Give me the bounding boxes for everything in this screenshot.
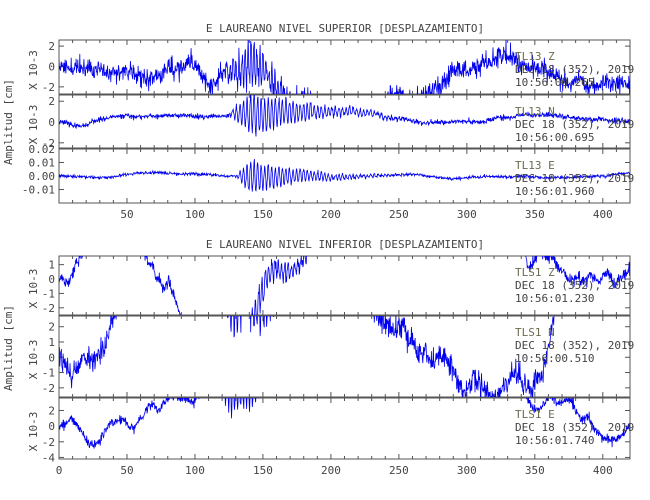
y-scale-label: X 10-3 — [27, 412, 40, 452]
date-label: DEC 18 (352), 2019 — [515, 421, 634, 434]
x-tick-label: 300 — [457, 208, 477, 221]
waveform-trace — [59, 159, 630, 192]
chart-title-inferior: E LAUREANO NIVEL INFERIOR [DESPLAZAMIENT… — [206, 238, 484, 251]
time-label: 10:56:01.960 — [515, 185, 594, 198]
y-tick-label: -1 — [42, 367, 55, 380]
y-tick-label: -2 — [42, 382, 55, 395]
y-scale-label: X 10-3 — [27, 340, 40, 380]
x-tick-label: 100 — [185, 208, 205, 221]
y-tick-label: 0 — [48, 116, 55, 129]
waveform-trace — [59, 398, 630, 449]
y-tick-label: 2 — [48, 95, 55, 108]
x-tick-label: 150 — [253, 464, 273, 477]
y-tick-label: 2 — [48, 321, 55, 334]
waveform-trace — [59, 95, 630, 137]
y-tick-label: 1 — [48, 336, 55, 349]
time-label: 10:56:00.510 — [515, 352, 594, 365]
y-scale-label: X 10-3 — [27, 50, 40, 90]
station-label: TLS1 E — [515, 408, 555, 421]
x-tick-label: 100 — [185, 464, 205, 477]
y-tick-label: 0.00 — [29, 170, 56, 183]
date-label: DEC 18 (352), 2019 — [515, 118, 634, 131]
station-label: TLS1 Z — [515, 266, 555, 279]
station-label: TL13 Z — [515, 50, 555, 63]
y-tick-label: -2 — [42, 81, 55, 94]
y-tick-label: 0.02 — [29, 143, 56, 156]
x-tick-label: 300 — [457, 464, 477, 477]
x-tick-label: 150 — [253, 208, 273, 221]
station-label: TLS1 N — [515, 326, 555, 339]
x-tick-label: 400 — [593, 464, 613, 477]
y-tick-label: 1 — [48, 259, 55, 272]
time-label: 10:56:00.695 — [515, 131, 594, 144]
x-tick-label: 350 — [525, 464, 545, 477]
x-tick-label: 250 — [389, 208, 409, 221]
y-axis-label-superior: Amplitud [cm] — [2, 79, 15, 165]
x-tick-label: 50 — [120, 208, 133, 221]
y-tick-label: 0 — [48, 420, 55, 433]
station-label: TL13 E — [515, 159, 555, 172]
date-label: DEC 18 (352), 2019 — [515, 339, 634, 352]
x-tick-label: 200 — [321, 208, 341, 221]
waveform-trace — [59, 40, 630, 94]
y-tick-label: -4 — [42, 451, 56, 464]
station-label: TL13 N — [515, 105, 555, 118]
y-tick-label: -2 — [42, 137, 55, 150]
time-label: 10:56:01.740 — [515, 434, 594, 447]
waveform-trace — [59, 256, 630, 315]
y-tick-label: 0 — [48, 273, 55, 286]
x-tick-label: 250 — [389, 464, 409, 477]
date-label: DEC 18 (352), 2019 — [515, 279, 634, 292]
y-tick-label: 0 — [48, 60, 55, 73]
x-tick-label: 50 — [120, 464, 133, 477]
y-tick-label: 2 — [48, 405, 55, 418]
y-tick-label: -0.01 — [22, 184, 55, 197]
y-tick-label: 0 — [48, 351, 55, 364]
date-label: DEC 18 (352), 2019 — [515, 172, 634, 185]
y-tick-label: 2 — [48, 40, 55, 53]
x-tick-label: 0 — [56, 464, 63, 477]
time-label: 10:56:00.265 — [515, 76, 594, 89]
x-tick-label: 200 — [321, 464, 341, 477]
y-tick-label: -1 — [42, 287, 55, 300]
y-tick-label: -2 — [42, 436, 55, 449]
y-scale-label: X 10-3 — [27, 105, 40, 145]
waveform-trace — [59, 316, 555, 397]
date-label: DEC 18 (352), 2019 — [515, 63, 634, 76]
x-tick-label: 350 — [525, 208, 545, 221]
x-tick-label: 400 — [593, 208, 613, 221]
y-tick-label: -2 — [42, 302, 55, 315]
y-scale-label: X 10-3 — [27, 269, 40, 309]
y-axis-label-inferior: Amplitud [cm] — [2, 305, 15, 391]
chart-title-superior: E LAUREANO NIVEL SUPERIOR [DESPLAZAMIENT… — [206, 22, 484, 35]
time-label: 10:56:01.230 — [515, 292, 594, 305]
y-tick-label: 0.01 — [29, 157, 56, 170]
